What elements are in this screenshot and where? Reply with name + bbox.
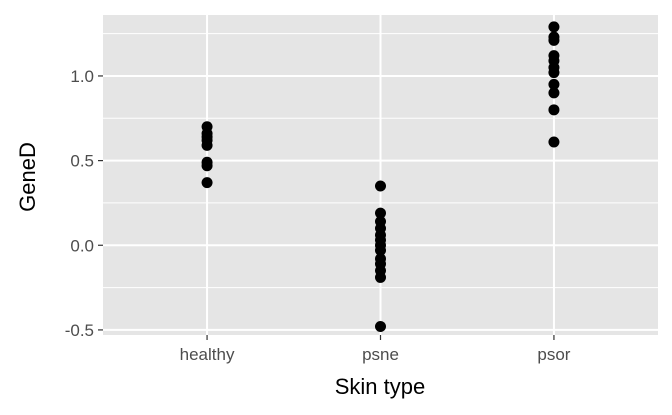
- data-points: [201, 21, 560, 333]
- x-tick-label: healthy: [180, 345, 235, 364]
- y-tick-label: 0.0: [70, 236, 94, 255]
- data-point: [548, 104, 560, 116]
- y-tick-label: 0.5: [70, 152, 94, 171]
- data-point: [548, 78, 560, 90]
- data-point: [201, 139, 213, 151]
- data-point: [375, 207, 386, 219]
- x-tick-label: psne: [362, 345, 399, 364]
- data-point: [201, 160, 213, 172]
- data-point: [201, 177, 213, 189]
- data-point: [548, 87, 560, 99]
- data-point: [548, 34, 560, 46]
- data-point: [375, 180, 386, 192]
- y-tick-label: 1.0: [70, 67, 94, 86]
- x-tick-label: psor: [537, 345, 570, 364]
- data-point: [375, 244, 386, 256]
- y-tick-label: -0.5: [65, 321, 94, 340]
- data-point: [548, 67, 560, 79]
- data-point: [375, 271, 386, 283]
- y-axis-title: GeneD: [15, 142, 40, 212]
- x-axis: healthy psne psor: [180, 335, 571, 364]
- x-axis-title: Skin type: [335, 374, 426, 399]
- data-point: [548, 21, 560, 33]
- y-axis: -0.5 0.0 0.5 1.0: [65, 67, 103, 340]
- data-point: [375, 321, 386, 333]
- data-point: [548, 136, 560, 148]
